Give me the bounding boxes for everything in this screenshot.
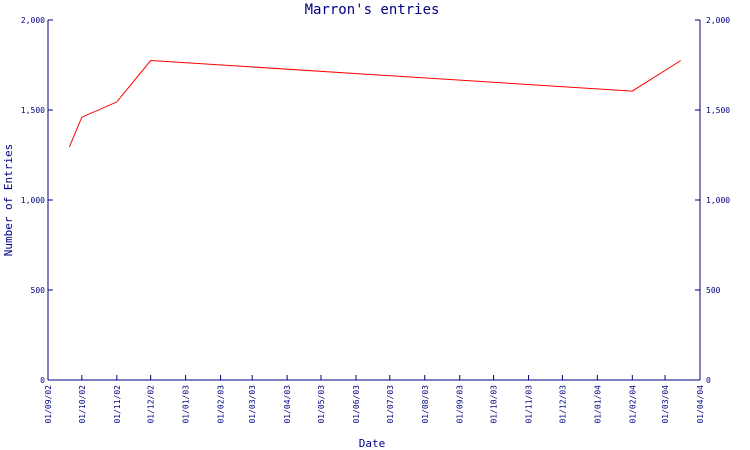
- y-tick-label-right: 1,000: [706, 196, 730, 205]
- y-tick-label-left: 0: [40, 376, 45, 385]
- y-tick-label-right: 1,500: [706, 106, 730, 115]
- x-tick-label: 01/11/02: [113, 385, 122, 424]
- axes: [47, 20, 701, 381]
- x-tick-label: 01/01/04: [593, 385, 602, 424]
- x-axis-title: Date: [359, 437, 386, 450]
- x-tick-label: 01/04/03: [283, 385, 292, 424]
- x-tick-label: 01/04/04: [696, 385, 705, 424]
- x-tick-label: 01/05/03: [317, 385, 326, 424]
- x-tick-label: 01/09/03: [456, 385, 465, 424]
- y-tick-label-right: 500: [706, 286, 721, 295]
- x-tick-label: 01/08/03: [421, 385, 430, 424]
- x-tick-label: 01/07/03: [386, 385, 395, 424]
- y-tick-label-left: 1,500: [21, 106, 45, 115]
- x-tick-label: 01/03/03: [248, 385, 257, 424]
- y-axis-title: Number of Entries: [2, 144, 15, 257]
- y-tick-label-right: 2,000: [706, 16, 730, 25]
- y-tick-label-right: 0: [706, 376, 711, 385]
- y-tick-label-left: 2,000: [21, 16, 45, 25]
- x-tick-label: 01/01/03: [182, 385, 191, 424]
- chart-title: Marron's entries: [305, 2, 440, 18]
- x-tick-label: 01/02/04: [628, 385, 637, 424]
- x-tick-label: 01/06/03: [352, 385, 361, 424]
- x-tick-label: 01/10/02: [78, 385, 87, 424]
- y-tick-label-left: 1,000: [21, 196, 45, 205]
- y-tick-label-left: 500: [31, 286, 46, 295]
- series-layer: [68, 59, 682, 148]
- x-tick-label: 01/11/03: [525, 385, 534, 424]
- x-axis-ticks: 01/09/02 01/10/02 01/11/02 01/12/02 01/01/03…: [44, 375, 705, 424]
- x-tick-label: 01/09/02: [44, 385, 53, 424]
- x-tick-label: 01/02/03: [217, 385, 226, 424]
- x-tick-label: 01/10/03: [490, 385, 499, 424]
- x-tick-label: 01/03/04: [661, 385, 670, 424]
- y-axis-ticks: 0 0 500 500 1,000 1,000 1,500 1,500 2,000 2,000: [21, 16, 730, 385]
- x-tick-label: 01/12/02: [147, 385, 156, 424]
- x-tick-label: 01/12/03: [558, 385, 567, 424]
- series-line: [68, 59, 682, 148]
